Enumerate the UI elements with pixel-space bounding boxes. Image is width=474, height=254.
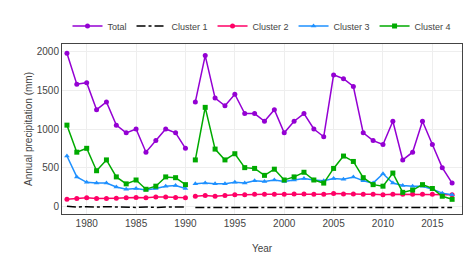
svg-text:1985: 1985: [125, 218, 148, 229]
svg-text:1500: 1500: [37, 85, 60, 96]
svg-text:Cluster 2: Cluster 2: [253, 22, 289, 32]
svg-text:Annual precipitation (mm): Annual precipitation (mm): [23, 72, 34, 186]
svg-text:Cluster 4: Cluster 4: [415, 22, 451, 32]
svg-text:Total: Total: [108, 22, 127, 32]
svg-text:Year: Year: [252, 243, 273, 254]
svg-text:2000: 2000: [37, 46, 60, 57]
svg-text:Cluster 1: Cluster 1: [172, 22, 208, 32]
svg-text:2000: 2000: [273, 218, 296, 229]
svg-text:1980: 1980: [76, 218, 99, 229]
svg-text:2010: 2010: [372, 218, 395, 229]
svg-text:1000: 1000: [37, 124, 60, 135]
svg-text:2015: 2015: [421, 218, 444, 229]
svg-text:500: 500: [42, 162, 59, 173]
svg-text:1990: 1990: [174, 218, 197, 229]
svg-text:2005: 2005: [322, 218, 345, 229]
svg-text:1995: 1995: [224, 218, 247, 229]
svg-text:Cluster 3: Cluster 3: [334, 22, 370, 32]
svg-text:0: 0: [53, 201, 59, 212]
